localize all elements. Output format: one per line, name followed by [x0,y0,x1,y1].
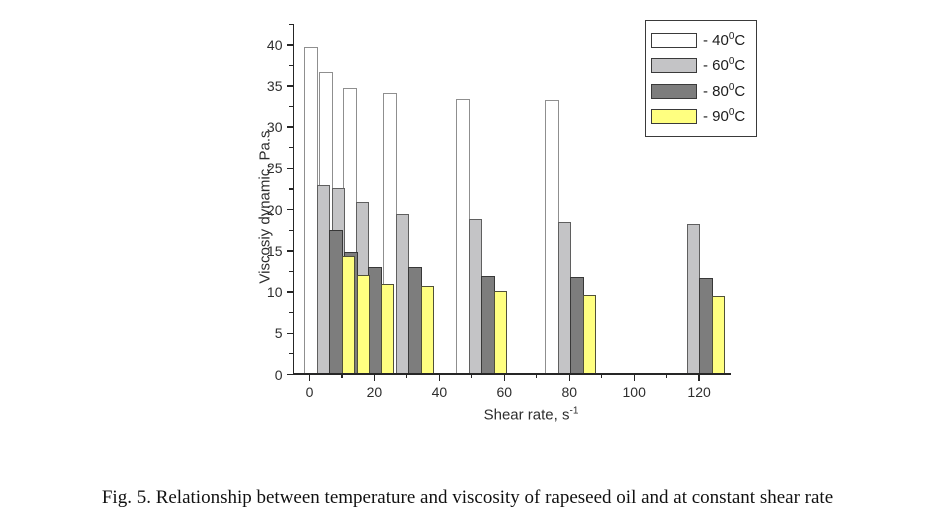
x-minor-tick [341,374,343,378]
bar-80C-group7 [699,278,713,375]
y-tick-label: 0 [274,366,283,383]
y-tick-label: 15 [266,242,283,259]
bar-60C-group6 [557,222,571,375]
x-axis-title-superscript: -1 [569,405,579,417]
bar-60C-group5 [468,218,482,375]
bar-40C-group5 [456,99,470,375]
legend-swatch-80C [651,83,697,99]
x-axis-title-text: Shear rate, s [483,406,570,424]
x-major-tick [438,374,441,381]
legend-label-40C: - 400C [703,30,746,49]
bar-90C-group2 [356,274,370,375]
y-tick-label: 25 [266,160,283,177]
x-minor-tick [601,374,603,378]
x-tick-label: 40 [431,383,448,400]
bar-chart: Viscosiy dynamic, Pa.s Shear rate, s-1 -… [257,20,757,424]
y-major-tick [286,44,293,46]
legend-row-40C: - 400C [646,30,756,49]
bar-90C-group4 [420,285,435,375]
bar-60C-group4 [395,213,410,375]
y-minor-tick [289,105,293,108]
y-major-tick [286,208,293,211]
bar-40C-group6 [545,99,559,375]
bar-90C-group1 [341,255,355,375]
y-major-tick [286,85,293,87]
bar-40C-group1 [304,47,318,375]
legend-box: - 400C - 600C - 800C - 900C [645,20,757,137]
x-major-tick [633,374,635,381]
y-axis-line [292,24,294,375]
bar-60C-group7 [686,223,701,375]
x-axis-line [292,372,731,375]
x-tick-label: 0 [305,383,314,400]
x-major-tick [503,374,506,381]
y-tick-label: 40 [266,36,283,53]
bar-80C-group3 [368,267,382,375]
y-tick-label: 20 [266,201,283,218]
x-major-tick [373,374,376,381]
legend-row-80C: - 800C [646,81,756,100]
legend-swatch-90C [651,109,697,125]
x-minor-tick [471,374,473,378]
legend-swatch-40C [651,32,697,48]
y-major-tick [286,373,293,376]
x-tick-label: 60 [496,383,513,400]
bar-90C-group5 [493,291,507,375]
bar-90C-group6 [582,294,596,375]
x-tick-label: 100 [622,383,646,400]
bar-80C-group1 [329,230,343,375]
x-major-tick [698,374,700,381]
x-tick-label: 120 [687,383,711,400]
legend-label-60C: - 600C [703,56,746,75]
y-minor-tick [289,188,293,190]
y-minor-tick [289,270,293,272]
bar-60C-group1 [316,184,330,375]
y-minor-tick [289,147,293,149]
y-major-tick [286,126,293,128]
figure-caption: Fig. 5. Relationship between temperature… [101,487,834,508]
y-minor-tick [289,312,293,314]
legend-row-60C: - 600C [646,57,756,74]
y-major-tick [286,291,293,293]
y-minor-tick [289,64,293,66]
y-minor-tick [289,229,293,231]
y-tick-label: 10 [266,284,283,301]
legend-row-90C: - 900C [646,108,756,125]
legend-swatch-60C [651,58,697,74]
y-tick-label: 35 [266,77,283,94]
x-minor-tick [666,374,668,378]
y-major-tick [286,167,293,170]
x-tick-label: 20 [366,383,383,400]
x-minor-tick [536,374,538,378]
legend-label-80C: - 800C [703,81,746,100]
y-major-tick [286,332,293,334]
x-major-tick [308,374,311,381]
y-tick-label: 30 [266,119,283,136]
y-tick-label: 5 [274,325,283,342]
bar-90C-group3 [380,283,394,375]
x-axis-title: Shear rate, s-1 [483,405,579,424]
bar-80C-group5 [481,275,495,375]
legend-label-90C: - 900C [703,107,746,126]
x-major-tick [568,374,570,381]
bar-90C-group7 [711,296,726,375]
x-tick-label: 80 [561,383,578,400]
bar-80C-group6 [570,277,584,375]
bar-80C-group4 [408,267,422,375]
y-minor-tick [289,353,293,355]
x-minor-tick [406,374,408,378]
y-minor-tick [289,23,293,25]
y-major-tick [286,250,293,252]
